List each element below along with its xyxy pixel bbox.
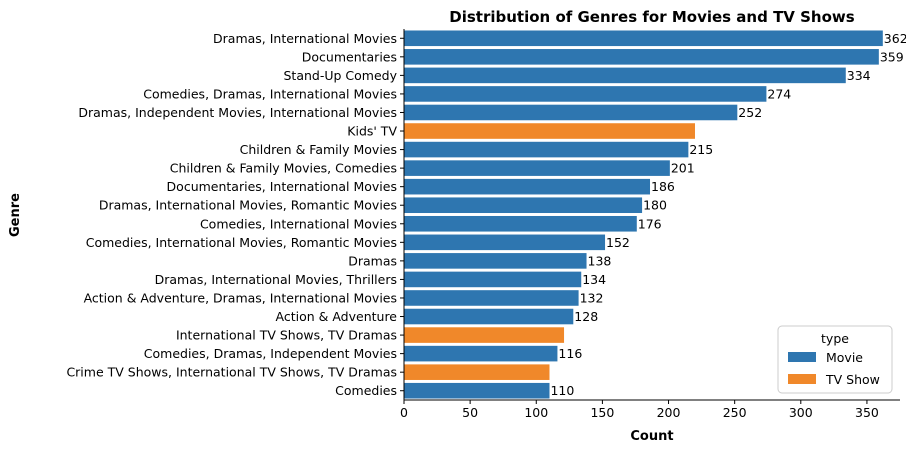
x-tick-label: 50 [462, 405, 478, 420]
x-tick-label: 350 [855, 405, 879, 420]
data-label: 334 [847, 68, 871, 83]
x-tick-label: 200 [657, 405, 681, 420]
data-label: 274 [767, 86, 791, 101]
y-tick-label: Comedies, Dramas, International Movies [143, 86, 397, 101]
legend-label-movie: Movie [826, 350, 863, 365]
bar-comedies-dramas-international-movies [404, 86, 767, 102]
y-tick-label: Kids' TV [347, 124, 397, 139]
data-label: 176 [638, 216, 662, 231]
y-tick-label: Comedies, Dramas, Independent Movies [144, 346, 397, 361]
bar-action-adventure-dramas-international-movies [404, 290, 579, 306]
bar-dramas [404, 253, 587, 269]
y-tick-label: Dramas, International Movies [213, 31, 397, 46]
x-tick-label: 300 [789, 405, 813, 420]
bar-action-adventure [404, 308, 574, 325]
y-tick-label: Children & Family Movies [240, 142, 397, 157]
x-tick-label: 0 [400, 405, 408, 420]
y-tick-label: Action & Adventure, Dramas, Internationa… [84, 290, 397, 305]
y-axis-title: Genre [8, 193, 23, 237]
data-label: 215 [689, 142, 713, 157]
bar-comedies-international-movies [404, 215, 637, 232]
y-tick-label: Documentaries, International Movies [167, 179, 397, 194]
y-tick-label: Dramas [348, 253, 397, 268]
bar-dramas-international-movies-thrillers [404, 271, 582, 288]
data-labels: 362 359 334 274 252 215 201 186 180 176 152 138 134 1… [550, 31, 906, 398]
data-label: 134 [582, 272, 606, 287]
bar-children-family-movies-comedies [404, 160, 670, 176]
data-label: 186 [651, 179, 675, 194]
y-tick-label: Comedies, International Movies, Romantic… [86, 235, 397, 250]
bar-stand-up-comedy [404, 67, 846, 84]
y-tick-label: Action & Adventure [276, 309, 398, 324]
y-tick-label: Dramas, Independent Movies, Internationa… [78, 105, 397, 120]
bar-international-tv-shows-tv-dramas [404, 327, 565, 343]
bar-dramas-independent-movies-international-movies [404, 104, 738, 121]
data-label: 180 [643, 198, 667, 213]
y-tick-label: International TV Shows, TV Dramas [176, 328, 397, 343]
x-axis: 0 50 100 150 200 250 300 350 [400, 400, 879, 420]
y-tick-label: Comedies, International Movies [200, 216, 397, 231]
bar-crime-tv-shows-international-tv-shows-tv-dramas [404, 364, 550, 380]
y-tick-label: Dramas, International Movies, Romantic M… [99, 198, 397, 213]
bars-layer [404, 30, 883, 399]
chart-title: Distribution of Genres for Movies and TV… [449, 8, 854, 26]
data-label: 201 [671, 161, 695, 176]
bar-comedies [404, 382, 550, 399]
bar-documentaries [404, 49, 879, 65]
data-label: 359 [880, 49, 904, 64]
bar-comedies-international-movies-romantic-movies [404, 234, 606, 251]
y-tick-label: Crime TV Shows, International TV Shows, … [66, 365, 397, 380]
y-tick-label: Dramas, International Movies, Thrillers [155, 272, 397, 287]
x-tick-label: 100 [524, 405, 548, 420]
legend-title: type [821, 331, 849, 346]
bar-kids-tv [404, 123, 695, 139]
data-label: 110 [550, 383, 574, 398]
legend-swatch-movie [788, 352, 816, 362]
y-tick-label: Children & Family Movies, Comedies [170, 161, 397, 176]
data-label: 128 [574, 309, 598, 324]
x-tick-label: 150 [590, 405, 614, 420]
bar-documentaries-international-movies [404, 178, 651, 195]
y-tick-label: Comedies [335, 383, 397, 398]
bar-comedies-dramas-independent-movies [404, 345, 558, 362]
legend-swatch-tv-show [788, 374, 816, 384]
data-label: 132 [580, 290, 604, 305]
legend: type Movie TV Show [777, 325, 893, 394]
data-label: 116 [558, 346, 582, 361]
bar-dramas-international-movies-romantic-movies [404, 197, 643, 214]
data-label: 362 [884, 31, 906, 46]
y-tick-labels: Dramas, International Movies Documentarie… [66, 31, 404, 398]
bar-dramas-international-movies [404, 30, 883, 47]
legend-label-tv-show: TV Show [825, 372, 880, 387]
data-label: 138 [588, 253, 612, 268]
x-tick-label: 250 [723, 405, 747, 420]
y-tick-label: Documentaries [302, 49, 397, 64]
data-label: 152 [606, 235, 630, 250]
x-axis-title: Count [630, 429, 673, 444]
y-tick-label: Stand-Up Comedy [284, 68, 398, 83]
data-label: 252 [738, 105, 762, 120]
bar-children-family-movies [404, 141, 689, 158]
